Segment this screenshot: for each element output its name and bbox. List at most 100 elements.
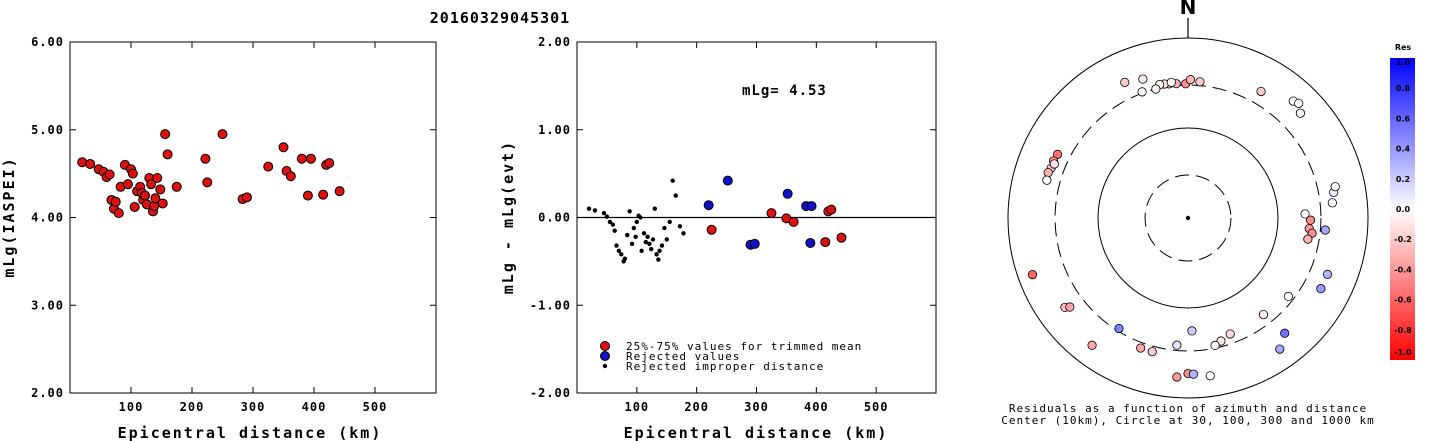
data-point	[263, 161, 274, 172]
data-point	[788, 216, 799, 227]
data-point	[129, 201, 140, 212]
x-tick-label: 300	[241, 400, 266, 414]
legend-label-trimmed: 25%-75% values for trimmed mean	[626, 340, 862, 353]
colorbar-tick-label: 0.8	[1396, 84, 1411, 93]
station-marker	[1195, 77, 1205, 87]
data-point	[318, 189, 329, 200]
station-marker	[1151, 84, 1161, 94]
station-marker	[1042, 175, 1052, 185]
y-tick-label: -1.00	[530, 298, 571, 312]
station-marker	[1205, 371, 1215, 381]
x-tick-label: 300	[744, 400, 769, 414]
y-tick-label: 1.00	[538, 123, 571, 137]
x-axis-label: Epicentral distance (km)	[624, 424, 889, 441]
data-point	[647, 241, 652, 247]
legend-label-improper: Rejected improper distance	[626, 360, 824, 373]
colorbar-tick-label: -0.6	[1394, 296, 1412, 305]
tick-group: 100 200 300 400 500 2.00 3.00 4.00 5.00 6.00	[31, 35, 436, 414]
station-marker	[1256, 86, 1266, 97]
plot-frame	[69, 41, 437, 394]
data-point	[629, 241, 635, 247]
data-point	[122, 179, 133, 190]
data-point	[285, 171, 296, 182]
data-point	[650, 237, 656, 242]
data-point	[670, 178, 675, 183]
data-point	[155, 184, 166, 195]
data-point	[592, 208, 598, 213]
station-marker	[1120, 77, 1130, 87]
data-point	[667, 219, 672, 225]
x-tick-label: 400	[302, 400, 327, 414]
colorbar-tick-label: 0.6	[1396, 114, 1411, 123]
station-marker	[1295, 108, 1305, 118]
distance-ring	[1097, 127, 1279, 309]
station-marker	[1172, 372, 1182, 382]
data-point	[641, 231, 647, 236]
data-point	[627, 209, 632, 214]
station-marker	[1114, 323, 1124, 334]
station-marker	[1316, 284, 1326, 294]
colorbar-tick-label: 0.0	[1396, 205, 1411, 214]
data-point	[766, 208, 777, 219]
data-point	[805, 237, 816, 248]
data-point	[625, 232, 630, 238]
colorbar-tick-label: -0.8	[1394, 326, 1412, 335]
data-point	[110, 196, 121, 207]
distance-ring	[1054, 84, 1322, 352]
data-point	[652, 206, 657, 211]
station-marker	[1137, 87, 1147, 97]
station-marker	[1087, 340, 1097, 350]
x-tick-label: 500	[864, 400, 889, 414]
data-point	[677, 224, 683, 229]
data-point	[302, 190, 313, 201]
data-point	[656, 257, 661, 262]
data-point	[659, 243, 665, 248]
data-point	[782, 188, 793, 199]
distance-ring	[1007, 37, 1369, 399]
x-tick-label: 100	[119, 400, 144, 414]
x-tick-label: 100	[624, 400, 649, 414]
station-marker	[1210, 340, 1220, 350]
data-point	[278, 142, 289, 153]
y-tick-label: 6.00	[31, 35, 64, 49]
station-marker	[1275, 344, 1285, 354]
data-point	[607, 219, 613, 225]
colorbar: Res 1.0 0.8 0.6 0.4 0.2 0.0 -0.2 -0.4 -0.6 -0.8 -1…	[1390, 43, 1415, 360]
figure-title: 20160329045301	[430, 9, 570, 27]
y-tick-label: 0.00	[538, 211, 571, 225]
data-point	[171, 181, 182, 192]
data-point	[826, 204, 837, 215]
data-point	[622, 256, 628, 261]
y-tick-label: 2.00	[31, 386, 64, 400]
data-point	[638, 215, 643, 220]
data-point	[305, 153, 316, 164]
data-point	[601, 210, 607, 216]
data-point	[614, 243, 619, 248]
data-point	[604, 214, 610, 219]
mlg-annotation: mLg= 4.53	[742, 83, 827, 99]
colorbar-tick-label: -0.4	[1394, 265, 1412, 274]
colorbar-tick-label: -1.0	[1394, 348, 1412, 357]
colorbar-tick-label: -0.2	[1394, 235, 1412, 244]
data-point	[296, 153, 307, 164]
data-point	[150, 193, 161, 204]
data-point	[664, 237, 669, 242]
marker-group	[586, 175, 847, 264]
x-tick-label: 400	[804, 400, 829, 414]
data-point	[334, 186, 345, 197]
data-point	[654, 252, 659, 257]
north-label: N	[1180, 0, 1197, 19]
data-point	[146, 179, 157, 190]
data-point	[610, 222, 616, 227]
colorbar-ramp	[1390, 58, 1415, 360]
station-marker	[1300, 209, 1310, 219]
x-tick-label: 500	[363, 400, 388, 414]
y-tick-label: -2.00	[530, 386, 571, 400]
tick-group: 100 200 300 400 500 -2.00 -1.00 0.00 1.00 2.00	[530, 35, 936, 414]
station-marker	[1065, 302, 1075, 312]
station-marker	[1166, 77, 1176, 87]
distance-ring	[1144, 174, 1232, 262]
colorbar-title: Res	[1395, 43, 1412, 52]
data-point	[152, 173, 163, 184]
